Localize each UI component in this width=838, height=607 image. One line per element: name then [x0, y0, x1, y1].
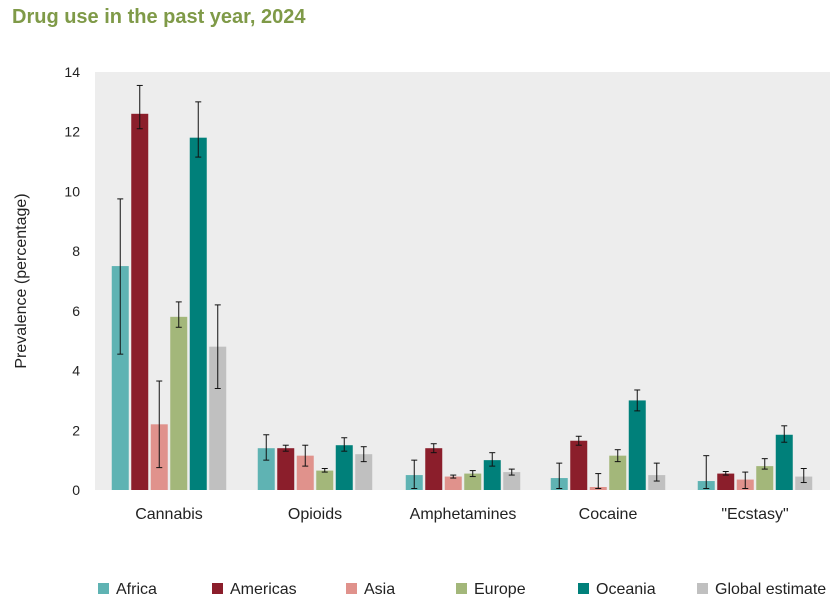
error-bar: [595, 473, 602, 490]
error-bar: [800, 468, 807, 484]
bar-africa-1: [257, 448, 275, 490]
error-bar: [195, 101, 202, 158]
error-bar: [742, 471, 749, 490]
error-bar: [360, 446, 367, 463]
bar-global-estimate-3: [648, 475, 666, 490]
y-tick-label: 10: [64, 183, 80, 199]
x-category-label: "Ecstasy": [721, 506, 788, 523]
bar-europe-1: [316, 470, 334, 490]
bar-global-estimate-0: [209, 346, 227, 490]
error-bar: [430, 443, 437, 454]
y-axis: 0 2 4 6 8 10 12 14: [64, 64, 80, 498]
y-tick-label: 8: [72, 243, 80, 259]
error-bar: [214, 304, 221, 389]
bar-global-estimate-2: [503, 472, 521, 490]
x-category-label: Opioids: [288, 506, 342, 523]
y-tick-label: 4: [72, 363, 80, 379]
error-bar: [722, 470, 729, 476]
y-tick-label: 2: [72, 422, 80, 438]
y-tick-label: 14: [64, 64, 80, 80]
error-bar: [117, 198, 124, 355]
bar-asia-2: [444, 476, 462, 490]
bar-oceania-4: [775, 434, 793, 490]
legend-swatch: [578, 583, 589, 594]
error-bar: [411, 459, 418, 490]
bar-americas-2: [425, 448, 443, 490]
error-bar: [703, 455, 710, 490]
error-bar: [302, 444, 309, 467]
bar-americas-4: [717, 473, 735, 490]
error-bar: [469, 470, 476, 478]
error-bar: [556, 462, 563, 490]
bar-americas-1: [277, 448, 295, 490]
bar-europe-4: [756, 466, 774, 490]
error-bar: [508, 468, 515, 476]
error-bar: [175, 301, 182, 328]
error-bar: [634, 389, 641, 412]
error-bar: [450, 474, 457, 479]
bar-europe-2: [464, 473, 482, 490]
legend-swatch: [697, 583, 708, 594]
page-title: Drug use in the past year, 2024: [12, 6, 306, 28]
error-bar: [136, 84, 143, 130]
legend-label: Europe: [474, 581, 526, 598]
y-tick-label: 12: [64, 124, 80, 140]
error-bar: [156, 380, 163, 469]
bar-africa-0: [111, 266, 129, 490]
error-bar: [781, 425, 788, 443]
error-bar: [575, 435, 582, 446]
legend-item: Americas: [212, 581, 297, 598]
legend-swatch: [212, 583, 223, 594]
legend-label: Global estimate: [715, 581, 826, 598]
x-category-label: Amphetamines: [410, 506, 517, 523]
legend-item: Asia: [346, 581, 395, 598]
y-tick-label: 0: [72, 482, 80, 498]
x-category-label: Cocaine: [579, 506, 638, 523]
bars: [111, 84, 813, 491]
error-bar: [321, 468, 328, 473]
error-bar: [653, 462, 660, 482]
legend: Africa Americas Asia Europe Oceania Global es…: [98, 581, 826, 598]
legend-swatch: [456, 583, 467, 594]
x-category-label: Cannabis: [135, 506, 203, 523]
bar-global-estimate-4: [795, 476, 813, 490]
error-bar: [761, 458, 768, 470]
legend-label: Americas: [230, 581, 297, 598]
legend-label: Asia: [364, 581, 395, 598]
bar-oceania-2: [483, 460, 501, 490]
legend-item: Africa: [98, 581, 157, 598]
error-bar: [282, 444, 289, 452]
bar-oceania-3: [628, 400, 646, 490]
legend-swatch: [346, 583, 357, 594]
y-tick-label: 6: [72, 303, 80, 319]
legend-label: Oceania: [596, 581, 656, 598]
bar-global-estimate-1: [355, 454, 373, 490]
bar-oceania-1: [335, 445, 353, 490]
legend-label: Africa: [116, 581, 157, 598]
bar-europe-3: [609, 455, 627, 490]
error-bar: [489, 452, 496, 467]
error-bar: [263, 434, 270, 461]
error-bar: [614, 449, 621, 463]
bar-asia-1: [296, 455, 314, 490]
legend-item: Oceania: [578, 581, 656, 598]
error-bar: [341, 437, 348, 452]
x-axis: Cannabis Opioids Amphetamines Cocaine "Ecsta…: [135, 506, 788, 523]
legend-item: Europe: [456, 581, 526, 598]
bar-oceania-0: [189, 137, 207, 490]
y-axis-title: Prevalence (percentage): [13, 193, 30, 368]
bar-europe-0: [170, 316, 188, 490]
bar-americas-0: [131, 113, 149, 491]
legend-swatch: [98, 583, 109, 594]
bar-americas-3: [570, 440, 588, 490]
legend-item: Global estimate: [697, 581, 826, 598]
